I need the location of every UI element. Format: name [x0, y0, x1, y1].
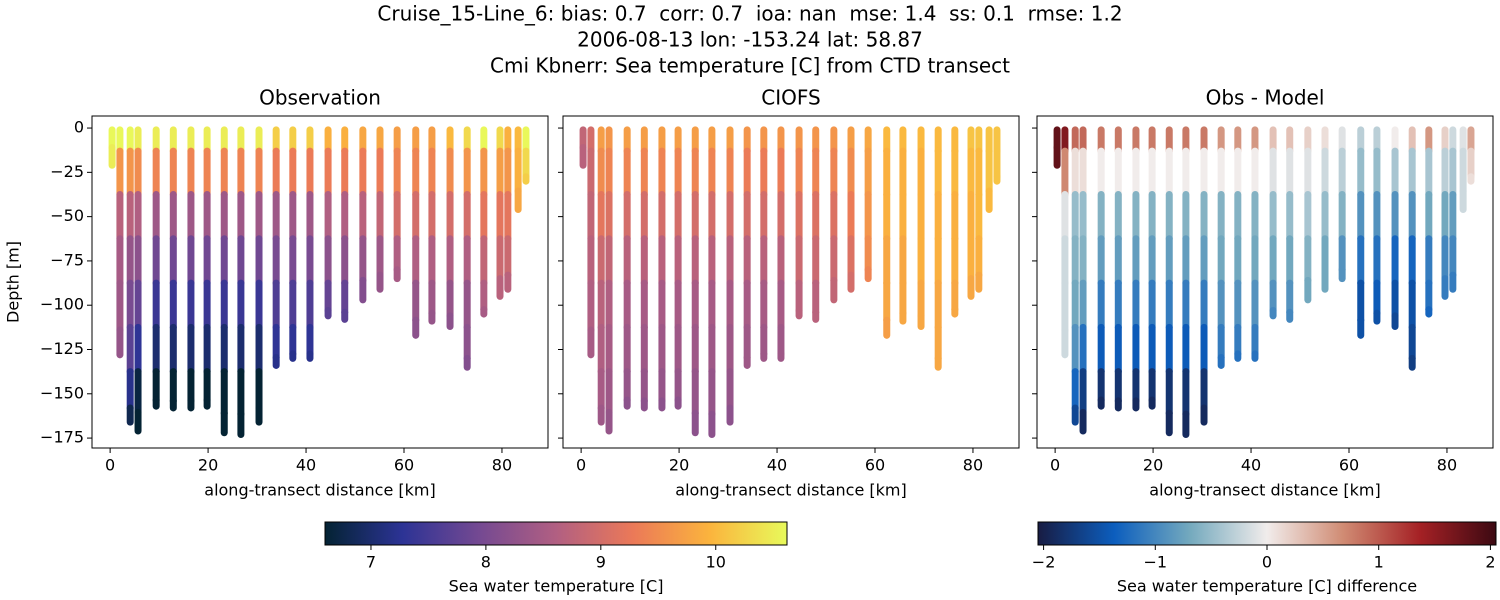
y-tick-label: 0: [74, 118, 84, 137]
x-tick-label: 0: [1050, 456, 1060, 475]
x-tick-label: 0: [576, 456, 586, 475]
x-tick-label: 40: [1241, 456, 1261, 475]
colorbar-tick-label: 9: [596, 553, 606, 572]
colorbar-tick-label: 1: [1374, 553, 1384, 572]
colorbar-tick-label: 7: [366, 553, 376, 572]
x-axis-label: along-transect distance [km]: [204, 481, 435, 500]
panel-title: Observation: [259, 86, 381, 110]
y-tick-label: −175: [40, 428, 84, 447]
y-tick-label: −50: [50, 206, 84, 225]
x-tick-label: 80: [1437, 456, 1457, 475]
panel-title: Obs - Model: [1206, 86, 1325, 110]
colorbar-tick-label: 10: [706, 553, 726, 572]
x-tick-label: 80: [492, 456, 512, 475]
suptitle-line: 2006-08-13 lon: -153.24 lat: 58.87: [577, 28, 923, 52]
x-tick-label: 20: [1143, 456, 1163, 475]
colorbar: [324, 521, 788, 546]
y-tick-label: −125: [40, 339, 84, 358]
suptitle-line: Cruise_15-Line_6: bias: 0.7 corr: 0.7 io…: [377, 2, 1122, 26]
axes-frame: [562, 115, 1020, 449]
x-tick-label: 60: [1339, 456, 1359, 475]
x-axis-label: along-transect distance [km]: [675, 481, 906, 500]
y-axis-label: Depth [m]: [4, 241, 23, 323]
colorbar-tick-label: 2: [1485, 553, 1495, 572]
suptitle-line: Cmi Kbnerr: Sea temperature [C] from CTD…: [490, 54, 1010, 78]
colorbar-tick-label: 0: [1262, 553, 1272, 572]
axes-frame: [91, 115, 549, 449]
x-tick-label: 20: [669, 456, 689, 475]
y-tick-label: −25: [50, 162, 84, 181]
x-tick-label: 40: [767, 456, 787, 475]
colorbar-tick-label: −2: [1032, 553, 1056, 572]
x-tick-label: 60: [865, 456, 885, 475]
y-tick-label: −100: [40, 295, 84, 314]
colorbar-tick-label: 8: [481, 553, 491, 572]
colorbar-tick-label: −1: [1143, 553, 1167, 572]
y-tick-label: −75: [50, 250, 84, 269]
x-axis-label: along-transect distance [km]: [1149, 481, 1380, 500]
x-tick-label: 60: [394, 456, 414, 475]
colorbar: [1037, 521, 1497, 546]
panel-title: CIOFS: [761, 86, 820, 110]
x-tick-label: 40: [296, 456, 316, 475]
colorbar-label: Sea water temperature [C]: [449, 577, 664, 596]
x-tick-label: 0: [105, 456, 115, 475]
axes-frame: [1036, 115, 1494, 449]
x-tick-label: 20: [198, 456, 218, 475]
y-tick-label: −150: [40, 383, 84, 402]
x-tick-label: 80: [963, 456, 983, 475]
colorbar-label: Sea water temperature [C] difference: [1117, 577, 1417, 596]
